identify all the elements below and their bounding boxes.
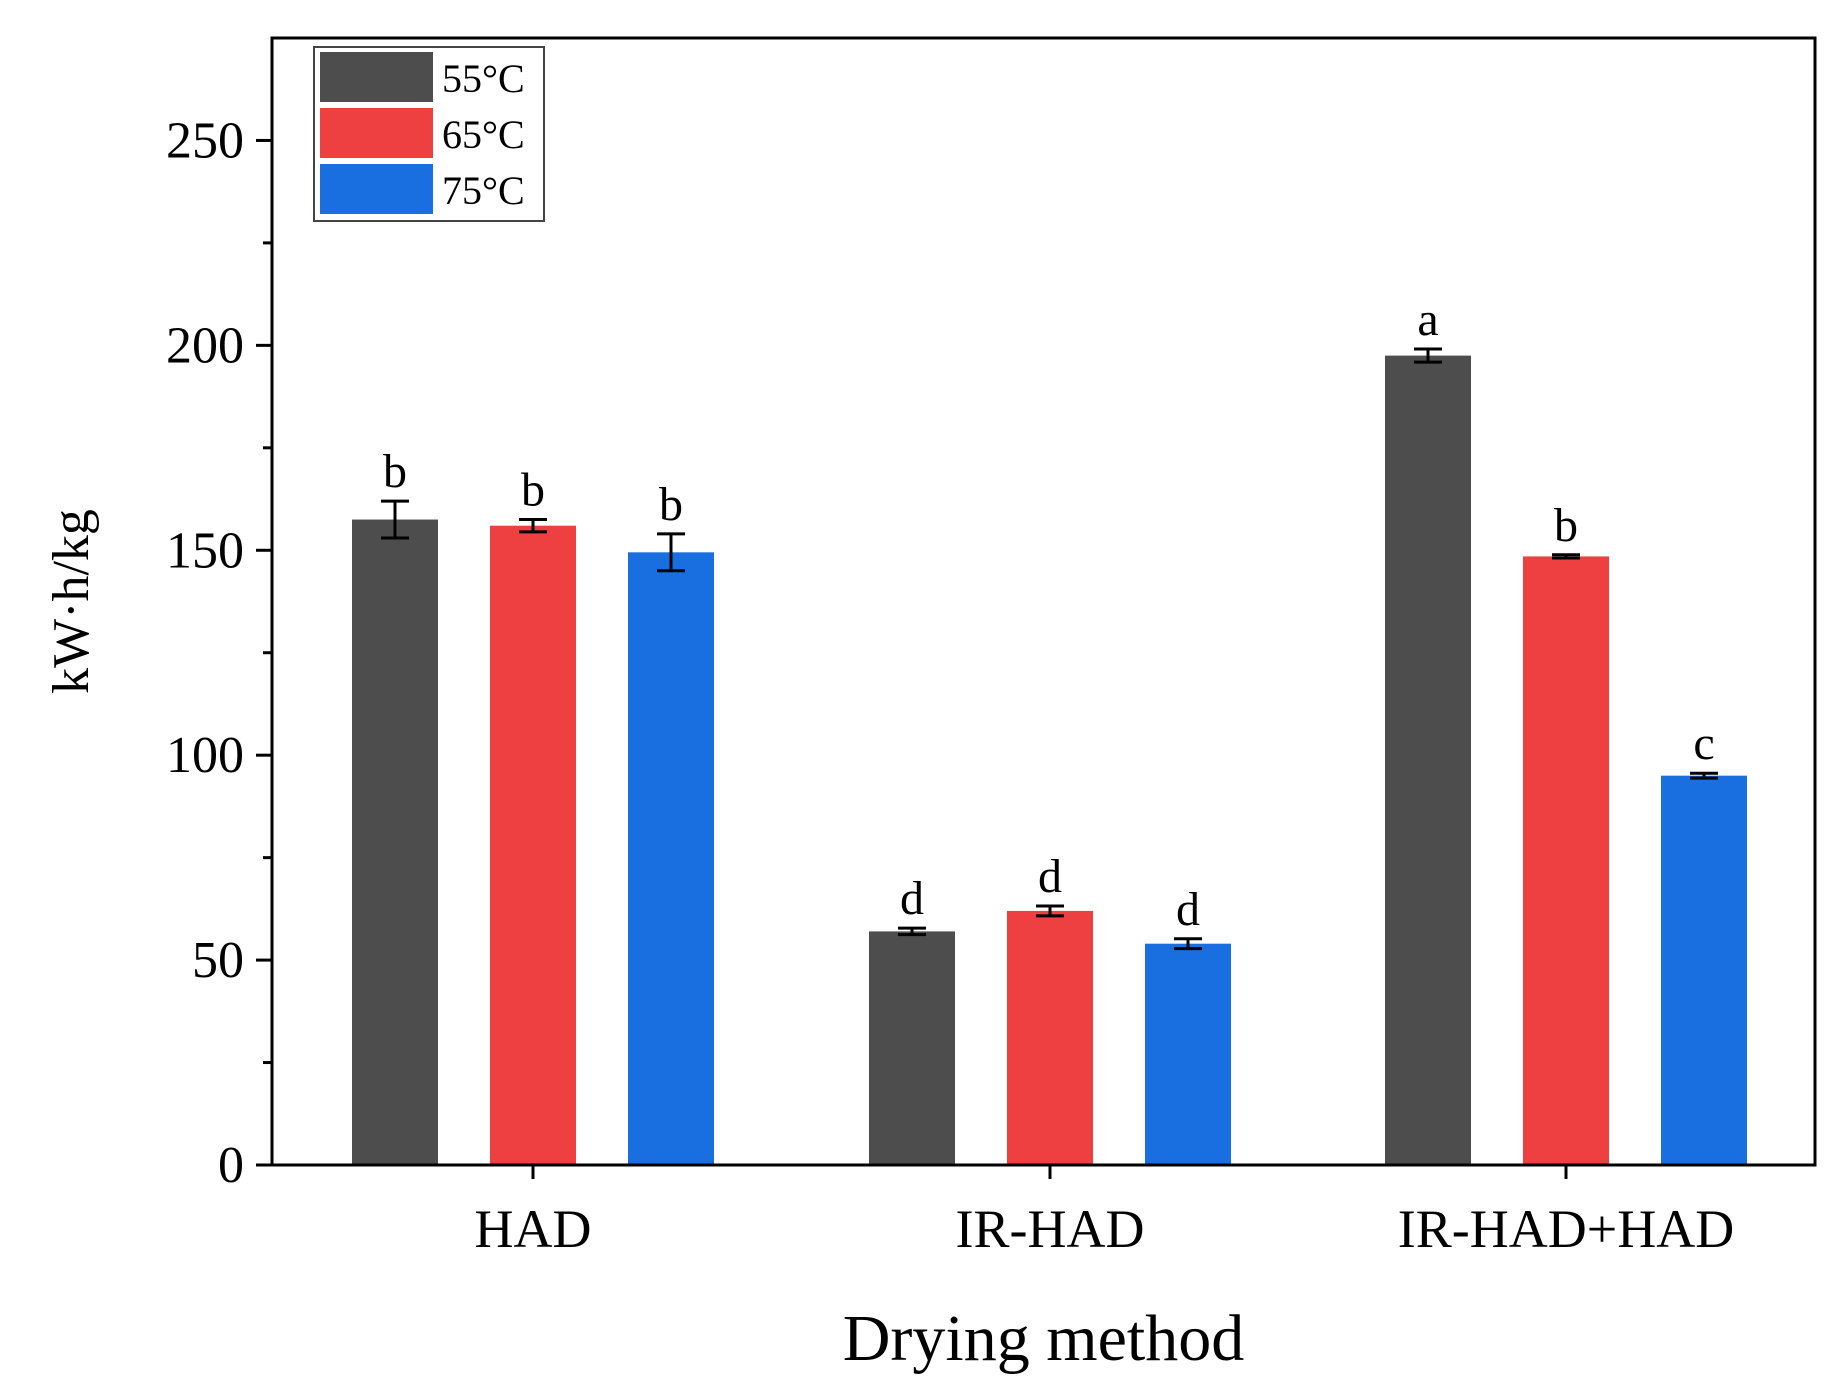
bar: [1523, 556, 1609, 1165]
error-bar: [1036, 904, 1064, 918]
y-tick-label: 0: [218, 1137, 244, 1194]
legend-item: 55°C: [320, 52, 525, 102]
significance-letter: b: [383, 445, 407, 498]
legend-label: 65°C: [442, 112, 525, 157]
bar: [1385, 355, 1471, 1165]
error-bar: [1174, 937, 1202, 951]
plot-frame: [270, 36, 1817, 1167]
legend-item: 65°C: [320, 108, 525, 158]
legend-label: 55°C: [442, 56, 525, 101]
bar: [869, 931, 955, 1165]
error-bar: [657, 532, 685, 573]
legend-label: 75°C: [442, 168, 525, 213]
x-tick-label: IR-HAD+HAD: [1398, 1199, 1734, 1259]
significance-letter: b: [659, 478, 683, 531]
significance-letter: c: [1693, 717, 1714, 770]
error-bar: [1552, 553, 1580, 560]
bar: [352, 519, 438, 1165]
x-axis-title: Drying method: [843, 1302, 1244, 1375]
significance-letter: d: [1038, 850, 1062, 903]
y-tick-label: 200: [166, 317, 244, 374]
bars-layer: [352, 355, 1747, 1165]
y-tick-label: 50: [192, 932, 244, 989]
y-tick-label: 250: [166, 112, 244, 169]
error-bars-layer: [381, 347, 1718, 951]
y-tick-label: 150: [166, 522, 244, 579]
legend-item: 75°C: [320, 164, 525, 214]
bar: [1145, 943, 1231, 1165]
error-bar: [898, 926, 926, 937]
error-bar: [1690, 771, 1718, 780]
significance-letters-layer: b b b d d d a b c: [383, 293, 1715, 936]
legend-swatch: [320, 108, 433, 158]
significance-letter: d: [1176, 883, 1200, 936]
error-bar: [519, 518, 547, 534]
bar: [1661, 775, 1747, 1165]
legend: 55°C 65°C 75°C: [313, 46, 545, 222]
bar: [628, 552, 714, 1165]
significance-letter: d: [900, 872, 924, 925]
significance-letter: b: [1554, 499, 1578, 552]
error-bar: [381, 499, 409, 540]
legend-swatch: [320, 52, 433, 102]
significance-letter: a: [1417, 293, 1438, 346]
error-bar: [1414, 347, 1442, 364]
y-tick-label: 100: [166, 727, 244, 784]
x-tick-label: IR-HAD: [956, 1199, 1145, 1259]
x-tick-label: HAD: [475, 1199, 592, 1259]
bar: [490, 525, 576, 1165]
y-axis-title: kW·h/kg: [43, 509, 100, 694]
bar: [1007, 910, 1093, 1165]
significance-letter: b: [521, 464, 545, 517]
axes-layer: 0 50 100 150 200 250 HAD IR-HAD IR-HAD+HAD: [166, 36, 1817, 1259]
legend-swatch: [320, 164, 433, 214]
